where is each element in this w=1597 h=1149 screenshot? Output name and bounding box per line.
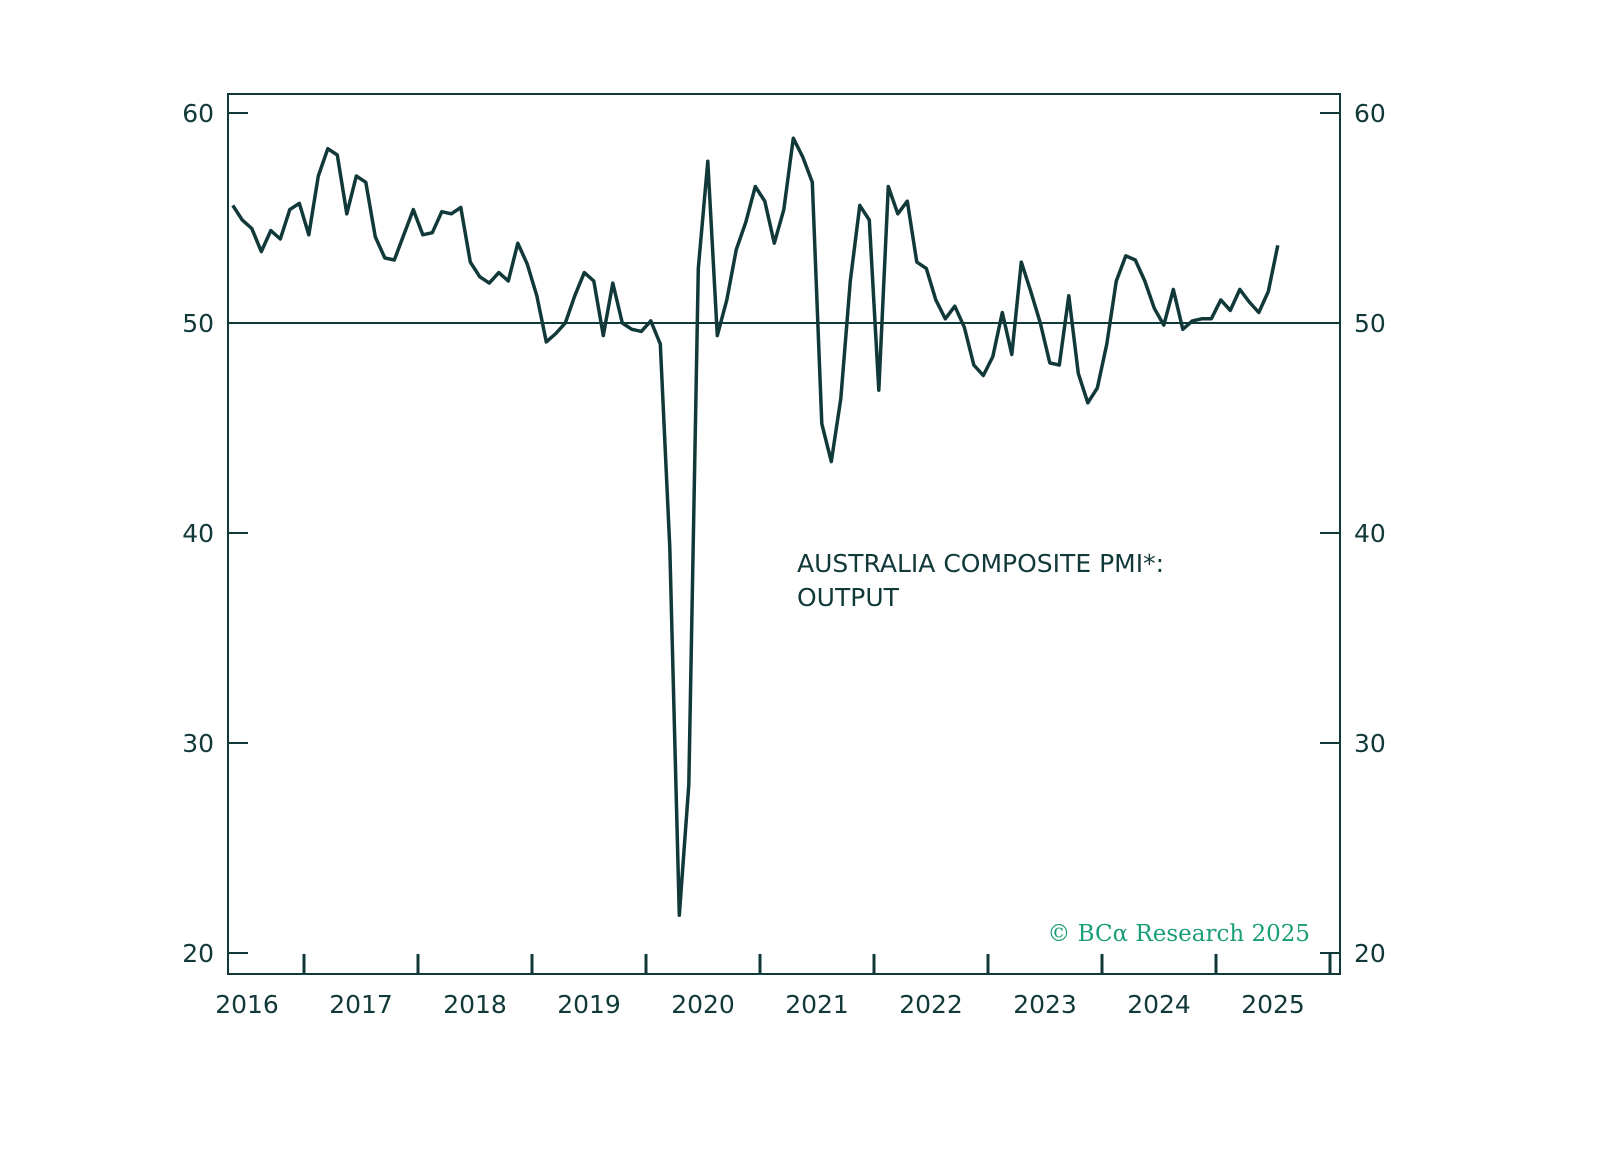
x-tick-label: 2020 [671, 990, 735, 1019]
y-tick-label-left: 20 [182, 939, 214, 968]
chart-title: AUSTRALIA COMPOSITE PMI*: [797, 549, 1164, 578]
x-tick-label: 2024 [1127, 990, 1191, 1019]
y-tick-label-right: 60 [1354, 99, 1386, 128]
x-tick-label: 2023 [1013, 990, 1077, 1019]
series-line [231, 136, 1280, 917]
copyright-label: © BCα Research 2025 [1047, 921, 1310, 947]
x-tick-label: 2018 [443, 990, 507, 1019]
x-tick-label: 2016 [215, 990, 279, 1019]
y-tick-label-right: 20 [1354, 939, 1386, 968]
chart-title-line2: OUTPUT [797, 583, 900, 612]
y-tick-label-left: 30 [182, 729, 214, 758]
y-tick-label-left: 60 [182, 99, 214, 128]
y-tick-label-left: 40 [182, 519, 214, 548]
x-tick-label: 2021 [785, 990, 849, 1019]
x-tick-label: 2019 [557, 990, 621, 1019]
y-tick-label-right: 30 [1354, 729, 1386, 758]
x-tick-label: 2017 [329, 990, 393, 1019]
x-tick-label: 2022 [899, 990, 963, 1019]
y-tick-label-right: 40 [1354, 519, 1386, 548]
y-tick-label-left: 50 [182, 309, 214, 338]
x-tick-label: 2025 [1241, 990, 1305, 1019]
plot-frame [227, 93, 1341, 975]
y-tick-label-right: 50 [1354, 309, 1386, 338]
